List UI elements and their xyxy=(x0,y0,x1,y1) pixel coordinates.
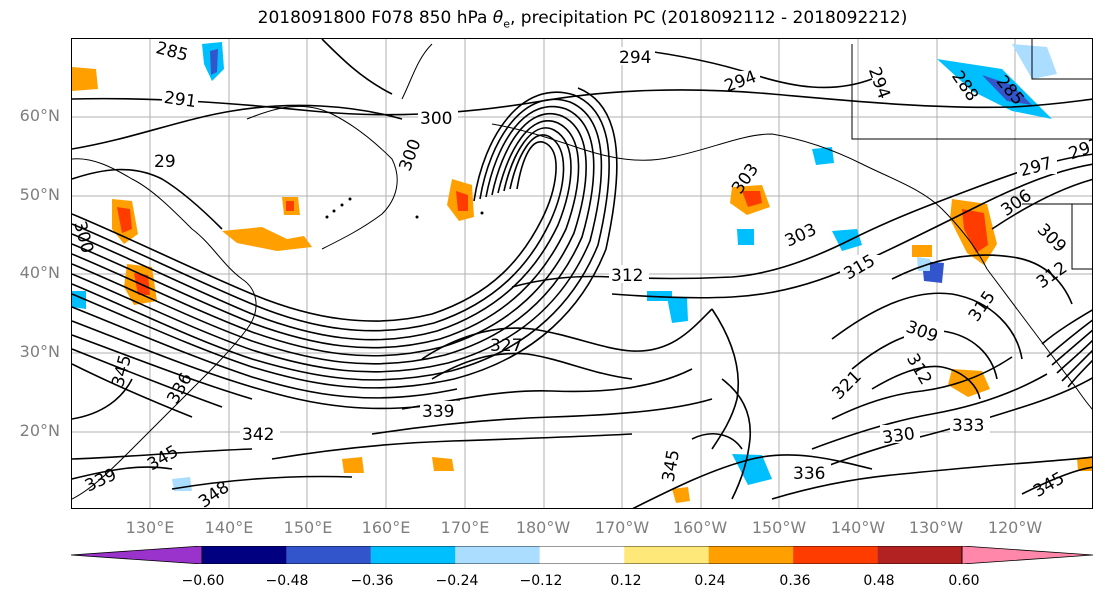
map-canvas: 285 291 294 294 294 297 297 288 285 300 … xyxy=(72,39,1092,508)
colorbar-tick: −0.48 xyxy=(265,573,309,589)
map-panel: 285 291 294 294 294 297 297 288 285 300 … xyxy=(71,38,1093,509)
contour-label: 291 xyxy=(163,88,198,112)
contour-label: 294 xyxy=(619,48,651,68)
lat-label-30n: 30°N xyxy=(19,342,60,361)
contour-label: 312 xyxy=(1033,258,1071,293)
contour-label: 336 xyxy=(793,464,825,484)
colorbar-segment xyxy=(877,546,962,564)
coastlines xyxy=(72,39,1092,500)
gridlines xyxy=(72,39,1092,508)
contour-label: 294 xyxy=(864,64,894,101)
colorbar-segment xyxy=(370,546,456,564)
lat-label-20n: 20°N xyxy=(19,421,60,440)
contour-label: 342 xyxy=(242,425,274,445)
lon-label-140e: 140°E xyxy=(204,518,254,537)
colorbar-segment xyxy=(286,546,371,564)
colorbar-tick: −0.24 xyxy=(435,573,479,589)
contour-label: 312 xyxy=(611,266,643,286)
contour-label: 345 xyxy=(1030,468,1068,502)
lon-label-130e: 130°E xyxy=(125,518,175,537)
lon-label-170w: 170°W xyxy=(594,518,650,537)
title-text: 2018091800 F078 850 hPa xyxy=(257,8,493,28)
colorbar-tick: 0.24 xyxy=(694,573,726,589)
colorbar-tick: 0.36 xyxy=(779,573,811,589)
colorbar-segment xyxy=(71,546,203,564)
lon-label-130w: 130°W xyxy=(908,518,964,537)
contour-label: 345 xyxy=(108,353,136,390)
colorbar-segment xyxy=(624,546,709,564)
theta-e-contours xyxy=(72,39,1092,508)
colorbar-outline xyxy=(201,546,963,564)
lon-label-150e: 150°E xyxy=(283,518,333,537)
island-specks xyxy=(325,197,484,219)
plot-title: 2018091800 F078 850 hPa θe, precipitatio… xyxy=(0,8,1105,30)
contour-label: 306 xyxy=(998,186,1036,221)
lon-label-160w: 160°W xyxy=(672,518,728,537)
contour-label: 339 xyxy=(422,402,454,422)
lat-label-40n: 40°N xyxy=(19,263,60,282)
title-theta-symbol: θ xyxy=(492,8,504,28)
colorbar-tick: −0.12 xyxy=(519,573,563,589)
contour-label: 330 xyxy=(881,424,916,448)
contour-label: 300 xyxy=(420,109,452,129)
contour-label: 321 xyxy=(829,367,866,404)
lon-label-140w: 140°W xyxy=(830,518,886,537)
colorbar-tick: 0.48 xyxy=(863,573,895,589)
contour-label: 327 xyxy=(490,336,522,356)
contour-label: 312 xyxy=(902,350,936,388)
contour-label: 315 xyxy=(965,287,1000,325)
lon-label-120w: 120°W xyxy=(987,518,1043,537)
contour-label: 300 xyxy=(396,136,426,173)
lon-label-160e: 160°E xyxy=(361,518,411,537)
title-theta-subscript: e xyxy=(503,17,510,31)
colorbar-tick: −0.60 xyxy=(181,573,225,589)
precip-shading xyxy=(72,42,1092,503)
contour-label: 345 xyxy=(659,448,684,483)
colorbar-segment xyxy=(793,546,878,564)
lon-label-170e: 170°E xyxy=(440,518,490,537)
contour-label: 300 xyxy=(72,219,97,256)
lat-label-50n: 50°N xyxy=(19,185,60,204)
colorbar-tick: −0.36 xyxy=(350,573,394,589)
colorbar-segment xyxy=(539,546,625,564)
colorbar xyxy=(71,546,1093,564)
colorbar-segment xyxy=(708,546,794,564)
contour-label: 309 xyxy=(1033,220,1070,257)
colorbar-tick: 0.60 xyxy=(948,573,980,589)
title-text-rest: , precipitation PC (2018092112 - 2018092… xyxy=(509,8,908,28)
colorbar-segment xyxy=(202,546,287,564)
lat-label-60n: 60°N xyxy=(19,106,60,125)
lon-label-180w: 180°W xyxy=(515,518,571,537)
contour-label: 333 xyxy=(952,416,984,436)
contour-label: 29 xyxy=(154,152,176,172)
colorbar-tick: 0.12 xyxy=(610,573,642,589)
colorbar-segment xyxy=(455,546,540,564)
colorbar-segment xyxy=(961,546,1093,564)
lon-label-150w: 150°W xyxy=(751,518,807,537)
